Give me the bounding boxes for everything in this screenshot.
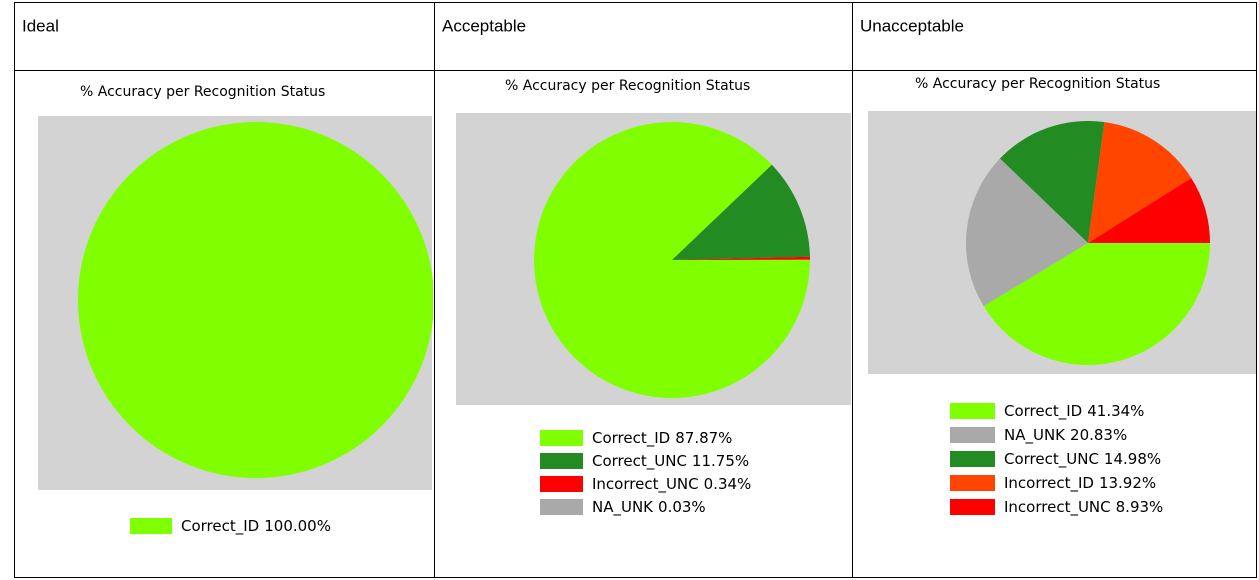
legend-value: 20.83% — [1070, 426, 1127, 444]
pie-slice — [983, 243, 1210, 365]
legend-swatch — [950, 427, 995, 443]
header: Unacceptable — [860, 16, 964, 35]
legend-swatch — [540, 430, 583, 446]
legend-label: Incorrect_ID 13.92% — [1004, 474, 1156, 493]
legend-label: NA_UNK 0.03% — [592, 498, 706, 517]
legend-name: Correct_UNC — [1004, 450, 1099, 469]
pie-slice — [672, 256, 810, 260]
legend-swatch — [540, 476, 583, 492]
legend-label: Correct_ID 87.87% — [592, 429, 732, 448]
legend-name: Correct_ID — [592, 429, 670, 448]
table-grid — [14, 2, 1257, 578]
legend-value: 11.75% — [692, 452, 749, 470]
legend-name: Correct_ID — [1004, 402, 1082, 421]
legend-value: 14.98% — [1104, 450, 1161, 468]
chart: % Accuracy per Recognition Status Correct… — [868, 76, 1256, 517]
legend-name: Correct_UNC — [592, 452, 687, 471]
legend-swatch — [540, 453, 583, 469]
header: Acceptable — [442, 16, 526, 35]
legend-swatch — [950, 451, 995, 467]
legend-name: NA_UNK — [592, 498, 654, 517]
legend-swatch — [130, 518, 172, 534]
legend-value: 8.93% — [1116, 498, 1164, 516]
legend-swatch — [540, 499, 583, 515]
legend-name: Incorrect_UNC — [592, 475, 699, 494]
legend-label: Incorrect_UNC 0.34% — [592, 475, 751, 494]
legend-name: NA_UNK — [1004, 426, 1066, 445]
legend-value: 87.87% — [675, 429, 732, 447]
legend-label: Correct_ID 41.34% — [1004, 402, 1144, 421]
legend-name: Incorrect_ID — [1004, 474, 1094, 493]
legend-label: Incorrect_UNC 8.93% — [1004, 498, 1163, 517]
pie-slice — [966, 158, 1088, 307]
legend-value: 0.03% — [658, 498, 706, 516]
chart-title: % Accuracy per Recognition Status — [80, 84, 325, 100]
pie-slice — [999, 121, 1105, 243]
legend-swatch — [950, 403, 995, 419]
pie-slice — [1088, 178, 1210, 243]
legend-value: 100.00% — [264, 517, 331, 535]
legend-label: Correct_UNC 14.98% — [1004, 450, 1161, 469]
chart-title: % Accuracy per Recognition Status — [505, 78, 750, 94]
legend-label: Correct_ID 100.00% — [181, 517, 331, 536]
header: Ideal — [22, 16, 59, 35]
legend-label: Correct_UNC 11.75% — [592, 452, 749, 471]
legend-swatch — [950, 475, 995, 491]
chart-title: % Accuracy per Recognition Status — [915, 76, 1160, 92]
legend-name: Correct_ID — [181, 517, 259, 536]
legend-name: Incorrect_UNC — [1004, 498, 1111, 517]
pie-slice — [672, 164, 810, 260]
legend-value: 41.34% — [1087, 402, 1144, 420]
pie-slice — [1088, 122, 1192, 243]
legend-value: 13.92% — [1099, 474, 1156, 492]
legend-value: 0.34% — [704, 475, 752, 493]
chart: % Accuracy per Recognition Status Correct… — [38, 84, 433, 536]
legend-swatch — [950, 499, 995, 515]
legend-label: NA_UNK 20.83% — [1004, 426, 1127, 445]
pie-slice — [78, 122, 433, 478]
chart: % Accuracy per Recognition Status Correct… — [456, 78, 851, 517]
